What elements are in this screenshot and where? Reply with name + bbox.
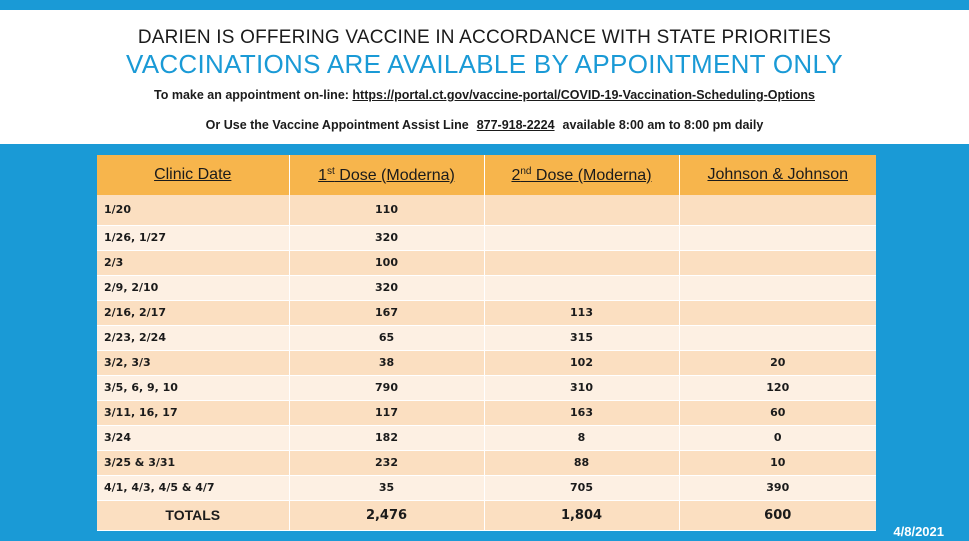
table-row: 2/9, 2/10 320 [97, 275, 876, 301]
jj-cell: 120 [679, 375, 876, 401]
jj-cell [679, 195, 876, 226]
table-row: 3/2, 3/3 38 102 20 [97, 350, 876, 376]
header-second-dose: 2nd Dose (Moderna) [484, 155, 680, 195]
appointment-only-heading: VACCINATIONS ARE AVAILABLE BY APPOINTMEN… [126, 49, 843, 79]
second-dose-label: Dose (Moderna) [531, 166, 652, 184]
clinic-date-cell: 2/3 [97, 250, 290, 276]
second-dose-cell: 705 [484, 475, 680, 501]
second-dose-cell: 102 [484, 350, 680, 376]
first-dose-total: 2,476 [289, 500, 485, 531]
clinic-date-cell: 2/23, 2/24 [97, 325, 290, 351]
first-dose-label: Dose (Moderna) [334, 166, 455, 184]
second-dose-cell [484, 250, 680, 276]
jj-cell [679, 325, 876, 351]
clinic-date-cell: 1/26, 1/27 [97, 225, 290, 251]
jj-cell [679, 275, 876, 301]
second-dose-cell: 88 [484, 450, 680, 476]
first-dose-cell: 100 [289, 250, 485, 276]
table-row: 4/1, 4/3, 4/5 & 4/7 35 705 390 [97, 475, 876, 501]
first-dose-cell: 110 [289, 195, 485, 226]
online-appointment-line: To make an appointment on-line: https://… [0, 88, 969, 102]
clinic-date-cell: 4/1, 4/3, 4/5 & 4/7 [97, 475, 290, 501]
first-dose-cell: 65 [289, 325, 485, 351]
first-dose-cell: 167 [289, 300, 485, 326]
jj-cell: 20 [679, 350, 876, 376]
phone-hours: available 8:00 am to 8:00 pm daily [562, 118, 764, 132]
phone-number-link[interactable]: 877-918-2224 [476, 118, 555, 132]
second-dose-ordinal: nd [520, 165, 532, 177]
first-dose-cell: 38 [289, 350, 485, 376]
first-dose-cell: 117 [289, 400, 485, 426]
jj-cell [679, 300, 876, 326]
clinic-date-cell: 3/11, 16, 17 [97, 400, 290, 426]
table-row: 3/5, 6, 9, 10 790 310 120 [97, 375, 876, 401]
table-row: 2/16, 2/17 167 113 [97, 300, 876, 326]
first-dose-cell: 35 [289, 475, 485, 501]
jj-cell [679, 225, 876, 251]
jj-cell: 60 [679, 400, 876, 426]
table-row: 3/24 182 8 0 [97, 425, 876, 451]
clinic-date-cell: 2/9, 2/10 [97, 275, 290, 301]
first-dose-number: 1 [318, 166, 328, 184]
header-clinic-date: Clinic Date [97, 155, 290, 195]
jj-total: 600 [679, 500, 876, 531]
second-dose-cell: 315 [484, 325, 680, 351]
announcement-heading: DARIEN IS OFFERING VACCINE IN ACCORDANCE… [137, 27, 832, 48]
clinic-schedule-table: Clinic Date 1st Dose (Moderna) 2nd Dose … [97, 155, 876, 531]
first-dose-cell: 182 [289, 425, 485, 451]
online-appointment-label: To make an appointment on-line: [154, 88, 353, 102]
header-banner: DARIEN IS OFFERING VACCINE IN ACCORDANCE… [0, 10, 969, 144]
clinic-date-cell: 2/16, 2/17 [97, 300, 290, 326]
second-dose-cell: 163 [484, 400, 680, 426]
table-row: 3/11, 16, 17 117 163 60 [97, 400, 876, 426]
jj-cell: 390 [679, 475, 876, 501]
phone-appointment-line: Or Use the Vaccine Appointment Assist Li… [0, 118, 969, 132]
totals-label: TOTALS [97, 500, 290, 531]
second-dose-number: 2 [511, 166, 521, 184]
second-dose-cell: 113 [484, 300, 680, 326]
header-first-dose: 1st Dose (Moderna) [289, 155, 485, 195]
first-dose-cell: 232 [289, 450, 485, 476]
top-strip [0, 0, 969, 10]
second-dose-cell: 8 [484, 425, 680, 451]
table-row: 1/26, 1/27 320 [97, 225, 876, 251]
table-row: 1/20 110 [97, 195, 876, 226]
jj-cell: 10 [679, 450, 876, 476]
second-dose-total: 1,804 [484, 500, 680, 531]
clinic-date-cell: 3/25 & 3/31 [97, 450, 290, 476]
first-dose-ordinal: st [327, 165, 335, 177]
table-row: 2/3 100 [97, 250, 876, 276]
table-header-row: Clinic Date 1st Dose (Moderna) 2nd Dose … [97, 155, 876, 195]
phone-line-label: Or Use the Vaccine Appointment Assist Li… [205, 118, 469, 132]
clinic-date-cell: 3/2, 3/3 [97, 350, 290, 376]
header-johnson-johnson: Johnson & Johnson [679, 155, 876, 195]
totals-row: TOTALS 2,476 1,804 600 [97, 500, 876, 531]
second-dose-cell [484, 275, 680, 301]
first-dose-cell: 320 [289, 275, 485, 301]
first-dose-cell: 320 [289, 225, 485, 251]
second-dose-cell: 310 [484, 375, 680, 401]
second-dose-cell [484, 225, 680, 251]
clinic-date-cell: 3/24 [97, 425, 290, 451]
second-dose-cell [484, 195, 680, 226]
table-row: 2/23, 2/24 65 315 [97, 325, 876, 351]
first-dose-cell: 790 [289, 375, 485, 401]
clinic-date-cell: 1/20 [97, 195, 290, 226]
jj-cell: 0 [679, 425, 876, 451]
table-row: 3/25 & 3/31 232 88 10 [97, 450, 876, 476]
jj-cell [679, 250, 876, 276]
scheduling-portal-link[interactable]: https://portal.ct.gov/vaccine-portal/COV… [352, 88, 815, 102]
slide-date: 4/8/2021 [893, 524, 944, 539]
clinic-date-cell: 3/5, 6, 9, 10 [97, 375, 290, 401]
